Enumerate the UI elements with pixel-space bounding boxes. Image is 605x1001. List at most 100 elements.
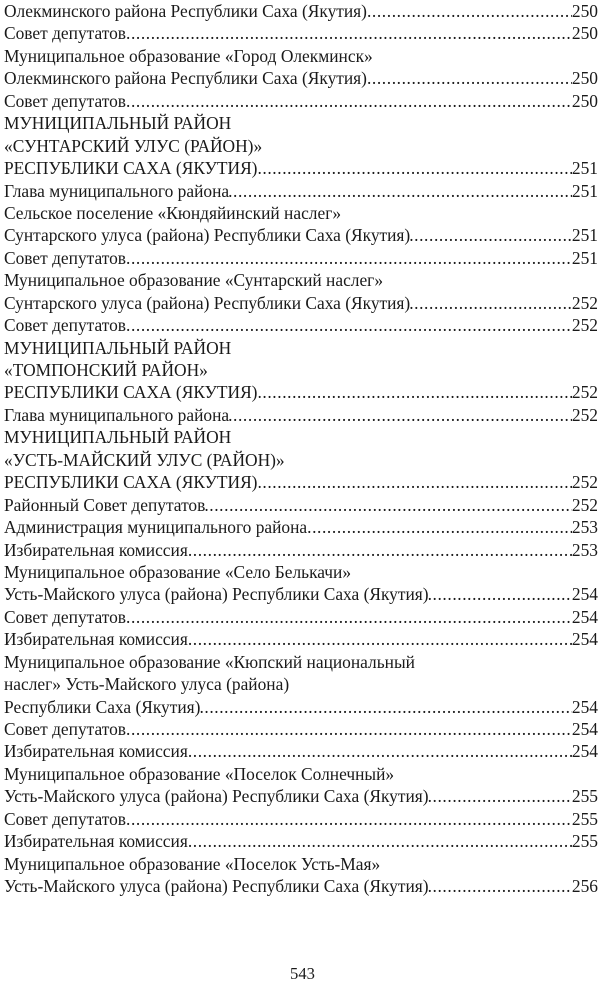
toc-page-number: 252 xyxy=(571,404,598,425)
toc-entry-label: «УСТЬ-МАЙСКИЙ УЛУС (РАЙОН)» xyxy=(4,449,285,470)
toc-entry: РЕСПУБЛИКИ САХА (ЯКУТИЯ) 252 xyxy=(4,471,598,493)
toc-dot-leader xyxy=(228,404,572,426)
toc-entry: Совет депутатов 250 xyxy=(4,22,598,44)
toc-entry-label: Муниципальное образование «Сунтарский на… xyxy=(4,270,384,291)
toc-page-number: 255 xyxy=(571,808,598,829)
toc-dot-leader xyxy=(188,740,572,762)
toc-dot-leader xyxy=(188,539,572,561)
toc-page-number: 250 xyxy=(571,1,598,21)
toc-entry-label: «СУНТАРСКИЙ УЛУС (РАЙОН)» xyxy=(4,135,263,156)
toc-page-number: 254 xyxy=(571,696,598,717)
toc-entry-label: Администрация муниципального района xyxy=(4,517,308,538)
toc-entry: Районный Совет депутатов 252 xyxy=(4,494,598,516)
toc-dot-leader xyxy=(367,67,572,89)
toc-page-number: 254 xyxy=(571,629,598,650)
toc-entry-continuation: «УСТЬ-МАЙСКИЙ УЛУС (РАЙОН)» xyxy=(4,449,598,471)
toc-entry: Совет депутатов 255 xyxy=(4,808,598,830)
toc-entry: Совет депутатов 252 xyxy=(4,314,598,336)
toc-page-number: 253 xyxy=(571,517,598,538)
toc-entry-label: Избирательная комиссия xyxy=(4,741,188,762)
toc-entry: Глава муниципального района 251 xyxy=(4,180,598,202)
toc-dot-leader xyxy=(428,875,572,897)
toc-page-number: 251 xyxy=(571,180,598,201)
toc-entry-label: Муниципальное образование «Поселок Усть-… xyxy=(4,853,381,874)
toc-page-number: 254 xyxy=(571,606,598,627)
toc-entry-continuation: «ТОМПОНСКИЙ РАЙОН» xyxy=(4,359,598,381)
toc-entry-label: Сельское поселение «Кюндяйинский наслег» xyxy=(4,202,342,223)
toc-entry-continuation: МУНИЦИПАЛЬНЫЙ РАЙОН xyxy=(4,426,598,448)
toc-page-number: 252 xyxy=(571,494,598,515)
toc-entry-label: Муниципальное образование «Город Олекмин… xyxy=(4,45,373,66)
toc-entry-label: МУНИЦИПАЛЬНЫЙ РАЙОН xyxy=(4,337,232,358)
toc-entry-label: Совет депутатов xyxy=(4,23,126,44)
toc-entry-label: МУНИЦИПАЛЬНЫЙ РАЙОН xyxy=(4,113,232,134)
toc-dot-leader xyxy=(409,224,572,246)
toc-page-number: 254 xyxy=(571,741,598,762)
toc-entry-label: Совет депутатов xyxy=(4,247,126,268)
toc-entry: Избирательная комиссия 255 xyxy=(4,830,598,852)
toc-entry: РЕСПУБЛИКИ САХА (ЯКУТИЯ) 252 xyxy=(4,381,598,403)
toc-entry-label: Глава муниципального района xyxy=(4,404,230,425)
toc-entry: Усть-Майского улуса (района) Республики … xyxy=(4,583,598,605)
toc-entry: Избирательная комиссия 254 xyxy=(4,740,598,762)
toc-dot-leader xyxy=(126,808,572,830)
toc-page-number: 253 xyxy=(571,539,598,560)
toc-entry-label: Совет депутатов xyxy=(4,90,126,111)
toc-page-number: 254 xyxy=(571,719,598,739)
toc-page-number: 250 xyxy=(571,68,598,89)
toc-page-number: 252 xyxy=(571,315,598,336)
toc-page-number: 250 xyxy=(571,23,598,44)
toc-page-number: 254 xyxy=(571,584,598,605)
toc-page-number: 256 xyxy=(571,876,598,897)
toc-entry-label: РЕСПУБЛИКИ САХА (ЯКУТИЯ) xyxy=(4,158,258,179)
toc-entry-continuation: Муниципальное образование «Село Белькачи… xyxy=(4,561,598,583)
toc-dot-leader xyxy=(257,471,571,493)
toc-entry: Республики Саха (Якутия) 254 xyxy=(4,696,598,718)
toc-entry: Совет депутатов 251 xyxy=(4,247,598,269)
toc-entry-label: Олекминского района Республики Саха (Яку… xyxy=(4,1,367,21)
toc-entry-continuation: МУНИЦИПАЛЬНЫЙ РАЙОН xyxy=(4,112,598,134)
toc-entry-label: Муниципальное образование «Село Белькачи… xyxy=(4,561,352,582)
toc-entry-continuation: «СУНТАРСКИЙ УЛУС (РАЙОН)» xyxy=(4,135,598,157)
toc-page-number: 255 xyxy=(571,831,598,852)
toc-entry-label: Муниципальное образование «Поселок Солне… xyxy=(4,763,395,784)
toc-page-number: 251 xyxy=(571,247,598,268)
toc-entry: Совет депутатов 254 xyxy=(4,606,598,628)
toc-page-number: 251 xyxy=(571,225,598,246)
toc-entry-label: Совет депутатов xyxy=(4,719,126,739)
toc-entry: Избирательная комиссия 253 xyxy=(4,539,598,561)
toc-dot-leader xyxy=(428,583,572,605)
toc-entry: Усть-Майского улуса (района) Республики … xyxy=(4,785,598,807)
toc-entry-label: Усть-Майского улуса (района) Республики … xyxy=(4,584,429,605)
page-folio-number: 543 xyxy=(290,964,315,983)
toc-dot-leader xyxy=(428,785,572,807)
toc-entry-label: Совет депутатов xyxy=(4,606,126,627)
toc-dot-leader xyxy=(126,90,572,112)
toc-entry-continuation: Муниципальное образование «Поселок Усть-… xyxy=(4,853,598,875)
toc-dot-leader xyxy=(126,314,572,336)
toc-dot-leader xyxy=(409,292,572,314)
toc-entry-label: Усть-Майского улуса (района) Республики … xyxy=(4,786,429,807)
toc-entry: Усть-Майского улуса (района) Республики … xyxy=(4,875,598,897)
toc-entry: Администрация муниципального района 253 xyxy=(4,516,598,538)
toc-entry-label: Республики Саха (Якутия) xyxy=(4,696,201,717)
toc-entry-label: Муниципальное образование «Кюпский нацио… xyxy=(4,651,415,672)
toc-dot-leader xyxy=(204,494,572,516)
toc-dot-leader xyxy=(307,516,572,538)
toc-entry-continuation: наслег» Усть-Майского улуса (района) xyxy=(4,673,598,695)
toc-page-number: 251 xyxy=(571,158,598,179)
toc-entry-continuation: Муниципальное образование «Город Олекмин… xyxy=(4,45,598,67)
toc-page-number: 252 xyxy=(571,472,598,493)
toc-dot-leader xyxy=(126,22,572,44)
toc-page-number: 252 xyxy=(571,382,598,403)
table-of-contents: Олекминского района Республики Саха (Яку… xyxy=(4,0,598,898)
toc-entry-label: Районный Совет депутатов xyxy=(4,494,206,515)
toc-entry: Олекминского района Республики Саха (Яку… xyxy=(4,0,598,22)
toc-page-number: 250 xyxy=(571,90,598,111)
toc-dot-leader xyxy=(228,180,572,202)
toc-entry-label: Совет депутатов xyxy=(4,315,126,336)
toc-entry-label: МУНИЦИПАЛЬНЫЙ РАЙОН xyxy=(4,427,232,448)
toc-dot-leader xyxy=(199,696,571,718)
toc-entry: РЕСПУБЛИКИ САХА (ЯКУТИЯ) 251 xyxy=(4,157,598,179)
toc-entry-label: Сунтарского улуса (района) Республики Са… xyxy=(4,225,411,246)
